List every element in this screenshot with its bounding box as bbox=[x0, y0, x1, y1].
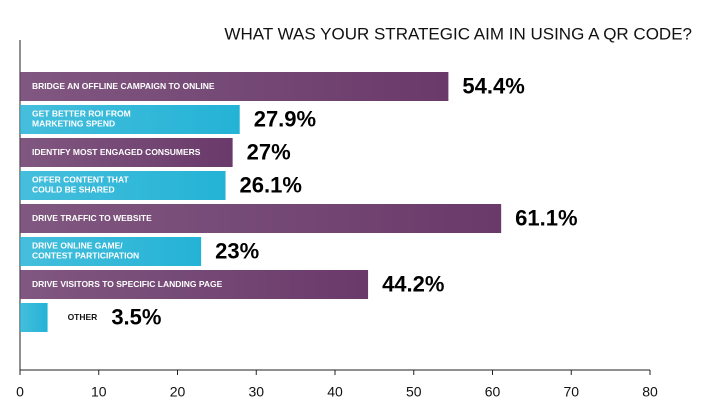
bar bbox=[20, 270, 369, 299]
bar bbox=[20, 72, 449, 101]
category-label: BRIDGE AN OFFLINE CAMPAIGN TO ONLINE bbox=[32, 81, 215, 91]
x-tick-label: 30 bbox=[248, 384, 264, 400]
x-tick-label: 80 bbox=[642, 384, 658, 400]
category-label: GET BETTER ROI FROM MARKETING SPEND bbox=[32, 109, 131, 129]
value-label: 61.1% bbox=[515, 205, 577, 230]
value-label: 27.9% bbox=[254, 106, 316, 131]
x-tick-label: 70 bbox=[563, 384, 579, 400]
value-label: 44.2% bbox=[382, 271, 444, 296]
category-label: DRIVE ONLINE GAME/CONTEST PARTICIPATION bbox=[32, 241, 139, 261]
value-label: 23% bbox=[215, 238, 259, 263]
chart-title: WHAT WAS YOUR STRATEGIC AIM IN USING A Q… bbox=[224, 24, 692, 43]
bar bbox=[20, 105, 240, 134]
value-label: 3.5% bbox=[111, 304, 161, 329]
bar bbox=[20, 138, 233, 167]
bar bbox=[20, 171, 226, 200]
x-tick-label: 40 bbox=[327, 384, 343, 400]
category-label: IDENTIFY MOST ENGAGED CONSUMERS bbox=[32, 147, 201, 157]
bar bbox=[20, 303, 48, 332]
x-tick-label: 60 bbox=[485, 384, 501, 400]
value-label: 27% bbox=[247, 139, 291, 164]
bar bbox=[20, 204, 502, 233]
x-tick-label: 10 bbox=[91, 384, 107, 400]
value-label: 54.4% bbox=[462, 73, 524, 98]
category-label: DRIVE VISITORS TO SPECIFIC LANDING PAGE bbox=[32, 279, 223, 289]
category-label: OFFER CONTENT THAT COULD BE SHARED bbox=[32, 175, 129, 195]
category-label: OTHER bbox=[68, 312, 98, 322]
x-tick-label: 20 bbox=[170, 384, 186, 400]
bar bbox=[20, 237, 202, 266]
x-tick-label: 0 bbox=[16, 384, 24, 400]
value-label: 26.1% bbox=[240, 172, 302, 197]
category-label: DRIVE TRAFFIC TO WEBSITE bbox=[32, 213, 152, 223]
x-tick-label: 50 bbox=[406, 384, 422, 400]
